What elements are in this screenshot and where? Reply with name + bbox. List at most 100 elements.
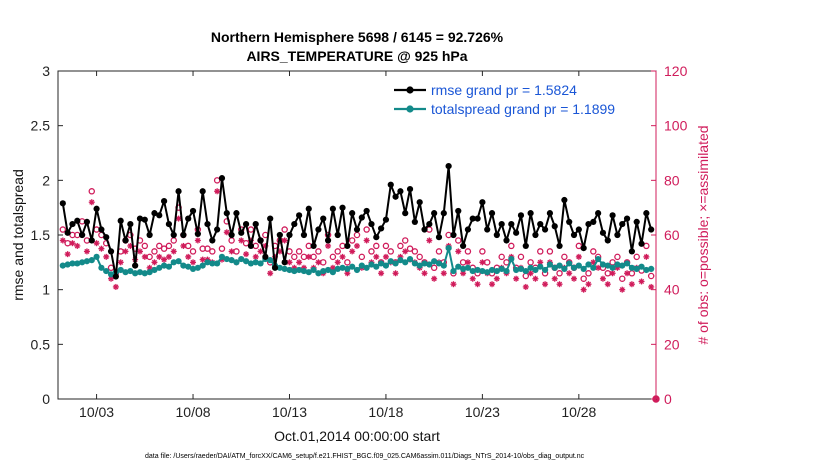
obs-assimilated-point xyxy=(281,237,288,244)
rmse-point xyxy=(561,196,568,204)
totalspread-point xyxy=(435,260,443,267)
totalspread-point xyxy=(599,261,607,268)
obs-assimilated-point xyxy=(450,281,457,288)
obs-assimilated-stroke xyxy=(171,248,177,254)
obs-assimilated-point xyxy=(373,253,380,260)
obs-possible-point xyxy=(363,226,370,233)
obs-assimilated-stroke xyxy=(286,259,293,265)
totalspread-point xyxy=(402,259,409,266)
obs-assimilated-point xyxy=(190,259,197,266)
totalspread-point xyxy=(628,264,635,271)
obs-assimilated-point xyxy=(619,286,626,293)
rmse-point xyxy=(334,231,341,239)
obs-assimilated-stroke xyxy=(605,281,611,287)
obs-assimilated-point xyxy=(532,275,539,282)
rmse-point xyxy=(262,253,269,260)
obs-assimilated-stroke xyxy=(364,237,370,244)
obs-assimilated-stroke xyxy=(373,254,379,260)
obs-assimilated-point xyxy=(83,248,90,255)
obs-assimilated-stroke xyxy=(523,284,529,290)
obs-assimilated-stroke xyxy=(103,254,109,260)
obs-possible-point xyxy=(151,248,158,255)
totalspread-point xyxy=(276,264,283,271)
rmse-point xyxy=(136,215,144,222)
x-tick-label: 10/03 xyxy=(79,404,114,420)
totalspread-point xyxy=(633,265,640,272)
obs-assimilated-point xyxy=(93,240,100,247)
obs-assimilated-stroke xyxy=(238,237,244,244)
totalspread-point xyxy=(315,270,322,277)
obs-assimilated-point xyxy=(469,275,476,282)
rmse-point xyxy=(267,215,274,222)
totalspread-point xyxy=(541,266,549,274)
obs-assimilated-point xyxy=(175,215,182,222)
totalspread-point xyxy=(79,259,86,266)
obs-assimilated-stroke xyxy=(383,254,389,260)
obs-assimilated-point xyxy=(165,253,172,260)
obs-assimilated-point xyxy=(59,237,66,244)
rmse-point xyxy=(373,234,380,241)
obs-assimilated-point xyxy=(122,248,129,255)
totalspread-point xyxy=(551,264,558,271)
obs-assimilated-stroke xyxy=(643,254,649,260)
obs-possible-point xyxy=(382,242,390,250)
obs-assimilated-point xyxy=(628,281,635,288)
rmse-point xyxy=(628,248,635,255)
obs-assimilated-point xyxy=(339,253,346,260)
rmse-point xyxy=(387,181,394,188)
totalspread-point xyxy=(151,266,158,274)
obs-assimilated-stroke xyxy=(296,259,302,265)
y-tick-label-right: 120 xyxy=(664,63,688,79)
obs-possible-point xyxy=(344,259,351,266)
totalspread-point xyxy=(382,262,390,269)
obs-assimilated-point xyxy=(402,248,409,255)
obs-assimilated-stroke xyxy=(253,254,259,260)
obs-assimilated-stroke xyxy=(200,257,206,263)
obs-possible-point xyxy=(561,253,568,261)
obs-assimilated-stroke xyxy=(455,248,461,254)
rmse-point xyxy=(122,237,129,244)
rmse-point xyxy=(127,220,134,228)
totalspread-point xyxy=(132,270,139,277)
obs-assimilated-stroke xyxy=(489,281,495,287)
totalspread-point xyxy=(344,265,351,272)
obs-assimilated-point xyxy=(585,281,592,288)
obs-possible-point xyxy=(213,177,221,184)
obs-possible-point xyxy=(59,226,67,233)
obs-assimilated-stroke xyxy=(465,259,471,265)
rmse-point xyxy=(580,245,587,252)
obs-assimilated-stroke xyxy=(118,259,124,265)
obs-assimilated-stroke xyxy=(161,257,167,263)
totalspread-point xyxy=(214,260,221,267)
totalspread-point xyxy=(93,253,100,260)
rmse-point xyxy=(469,215,476,222)
obs-assimilated-point xyxy=(296,259,303,266)
rmse-point xyxy=(474,215,481,222)
rmse-point xyxy=(459,242,467,250)
totalspread-point xyxy=(242,258,250,265)
obs-assimilated-point xyxy=(378,270,385,277)
obs-assimilated-stroke xyxy=(450,281,457,287)
totalspread-point xyxy=(484,269,491,276)
obs-assimilated-point xyxy=(382,253,389,260)
obs-assimilated-point xyxy=(151,259,158,266)
rmse-point xyxy=(421,226,428,233)
x-tick-label: 10/08 xyxy=(176,404,211,420)
rmse-point xyxy=(392,193,399,200)
rmse-point xyxy=(599,229,607,236)
totalspread-point xyxy=(445,245,452,252)
obs-assimilated-stroke xyxy=(532,276,538,282)
obs-possible-point xyxy=(464,248,472,255)
totalspread-point xyxy=(464,264,472,271)
totalspread-point xyxy=(228,257,235,264)
obs-assimilated-point xyxy=(638,278,645,285)
totalspread-point xyxy=(493,267,500,275)
obs-assimilated-point xyxy=(648,283,655,290)
totalspread-point xyxy=(296,266,303,274)
rmse-point xyxy=(508,220,515,228)
totalspread-point xyxy=(199,262,206,269)
obs-assimilated-stroke xyxy=(610,270,616,276)
obs-possible-point xyxy=(406,245,414,252)
rmse-point xyxy=(296,212,303,219)
obs-assimilated-stroke xyxy=(315,259,321,265)
